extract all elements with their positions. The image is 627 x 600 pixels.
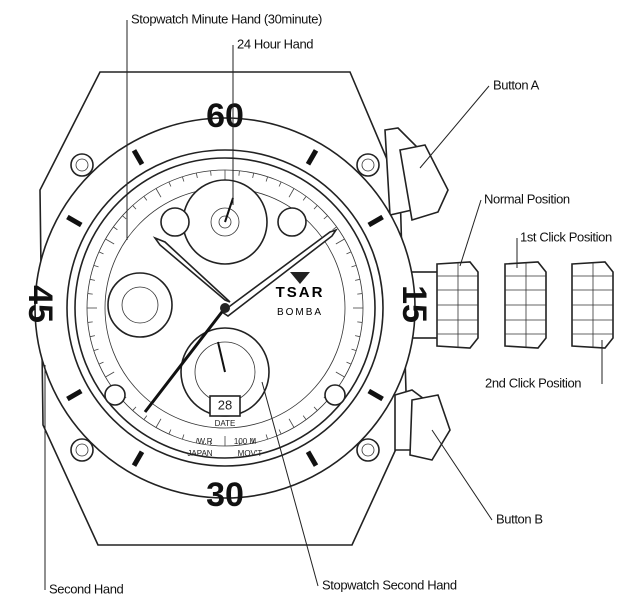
tick bbox=[155, 418, 162, 428]
tick bbox=[355, 278, 361, 281]
tick bbox=[98, 251, 104, 255]
tick bbox=[105, 238, 115, 245]
tick bbox=[89, 278, 95, 281]
tick bbox=[323, 215, 328, 220]
tick bbox=[335, 238, 345, 245]
bezel-45: 45 bbox=[21, 285, 59, 323]
tick bbox=[313, 205, 318, 210]
tick bbox=[195, 172, 198, 178]
tick bbox=[155, 188, 162, 198]
tick bbox=[265, 434, 269, 440]
tick bbox=[302, 415, 307, 420]
bezel-30: 30 bbox=[206, 476, 244, 514]
depth: 100 M bbox=[234, 437, 257, 446]
tick bbox=[113, 226, 118, 231]
date-label: DATE bbox=[215, 419, 236, 428]
tick bbox=[105, 371, 115, 378]
movement: MOV'T bbox=[238, 449, 263, 458]
water-resist: W.R bbox=[197, 437, 212, 446]
callout: Button B bbox=[496, 511, 543, 526]
tick bbox=[131, 450, 145, 467]
tick bbox=[367, 214, 384, 228]
tick bbox=[132, 205, 137, 210]
tick bbox=[357, 293, 363, 295]
tick bbox=[66, 214, 83, 228]
tick bbox=[168, 181, 172, 187]
tick bbox=[288, 188, 295, 198]
brand: TSAR bbox=[276, 284, 325, 301]
callout: Stopwatch Minute Hand (30minute) bbox=[131, 11, 322, 26]
bezel-15: 15 bbox=[395, 285, 433, 323]
tick bbox=[87, 321, 93, 323]
second-hand bbox=[143, 307, 227, 413]
tick bbox=[278, 429, 282, 435]
subdial-left bbox=[107, 272, 173, 338]
tick bbox=[181, 176, 185, 182]
tick bbox=[278, 181, 282, 187]
tick bbox=[195, 438, 198, 444]
tick bbox=[351, 348, 357, 352]
tick bbox=[132, 406, 137, 411]
callout: 1st Click Position bbox=[520, 229, 612, 244]
tick bbox=[66, 388, 83, 402]
tick bbox=[351, 264, 357, 268]
tick bbox=[131, 149, 145, 166]
tick bbox=[346, 251, 352, 255]
tick bbox=[346, 361, 352, 365]
hour-hand bbox=[152, 236, 231, 303]
tick bbox=[302, 196, 307, 201]
button-a bbox=[384, 127, 449, 222]
tick bbox=[89, 335, 95, 338]
button-b bbox=[394, 389, 451, 461]
model: BOMBA bbox=[277, 307, 323, 318]
tick bbox=[265, 176, 269, 182]
date: 28 bbox=[218, 397, 232, 412]
tick bbox=[313, 406, 318, 411]
logo bbox=[290, 272, 310, 284]
tick bbox=[143, 196, 148, 201]
tick bbox=[238, 440, 240, 446]
tick bbox=[143, 415, 148, 420]
tick bbox=[210, 440, 212, 446]
tick bbox=[252, 438, 255, 444]
tick bbox=[93, 264, 99, 268]
tick bbox=[355, 335, 361, 338]
tick bbox=[332, 226, 337, 231]
center-pin bbox=[220, 303, 230, 313]
tick bbox=[288, 418, 295, 428]
callout: Second Hand bbox=[49, 581, 124, 596]
crown-2nd-click bbox=[571, 261, 614, 349]
callout: 24 Hour Hand bbox=[237, 36, 313, 51]
date-window bbox=[209, 395, 241, 417]
hand-24h bbox=[224, 197, 234, 223]
tick bbox=[181, 434, 185, 440]
tick bbox=[87, 293, 93, 295]
tick bbox=[367, 388, 384, 402]
crown-1st-click bbox=[504, 261, 547, 349]
tick bbox=[252, 172, 255, 178]
bezel-ticks bbox=[66, 149, 384, 467]
tick bbox=[93, 348, 99, 352]
tick bbox=[305, 149, 319, 166]
tick bbox=[122, 215, 127, 220]
origin: JAPAN bbox=[187, 449, 212, 458]
callout: Button A bbox=[493, 77, 540, 92]
tick bbox=[357, 321, 363, 323]
minute-hand bbox=[220, 228, 338, 317]
callout: Stopwatch Second Hand bbox=[322, 577, 457, 592]
screws bbox=[70, 153, 380, 462]
leader-lines bbox=[44, 20, 603, 590]
tick bbox=[168, 429, 172, 435]
tick bbox=[210, 170, 212, 176]
stopwatch-second-hand bbox=[217, 341, 226, 373]
tick bbox=[305, 450, 319, 467]
callout: 2nd Click Position bbox=[485, 375, 581, 390]
tick bbox=[238, 170, 240, 176]
tick bbox=[335, 371, 345, 378]
tick bbox=[98, 361, 104, 365]
callout: Normal Position bbox=[484, 191, 570, 206]
bezel-60: 60 bbox=[206, 97, 244, 135]
